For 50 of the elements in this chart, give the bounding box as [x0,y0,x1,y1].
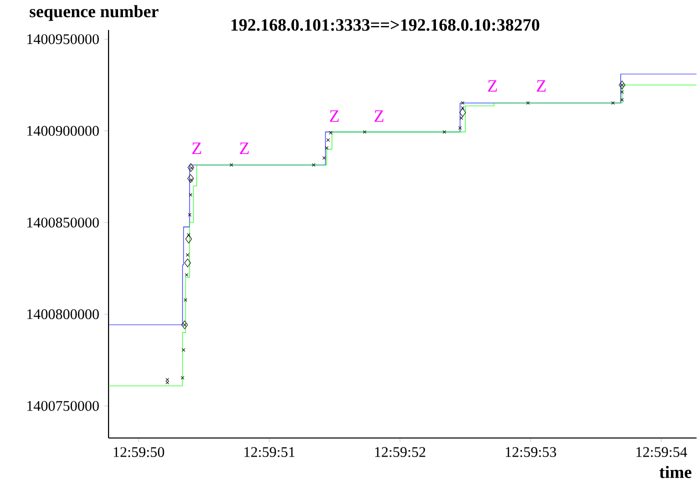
point [188,213,192,217]
annotation: Z [536,80,546,92]
point [166,380,170,384]
point [185,234,192,244]
x-tick-label: 12:59:54 [636,447,688,458]
y-tick-label: 1400750000 [27,400,99,411]
point [312,163,316,167]
point [460,101,464,105]
point [326,138,330,142]
point [188,163,194,172]
y-axis-title: sequence number [30,5,158,21]
y-tick-label: 1400950000 [27,34,99,44]
point [611,101,615,105]
x-axis-title: time [659,466,692,478]
point [230,163,234,167]
point [166,378,170,382]
point [362,130,366,134]
annotation: Z [330,110,339,122]
point [189,178,193,182]
chart-title: 192.168.0.101:3333==>192.168.0.10:38270 [231,19,540,31]
annotation: Z [240,142,249,154]
x-tick-label: 12:59:53 [506,447,556,458]
point [180,376,184,380]
point [187,174,194,183]
annotation: Z [374,110,384,122]
point [460,116,464,120]
annotation: Z [488,80,497,92]
y-tick-label: 1400850000 [27,218,99,228]
y-tick-label: 1400800000 [27,309,99,320]
point [324,146,329,150]
point [458,126,462,130]
point [620,98,624,102]
point [186,253,190,257]
x-tick-label: 12:59:50 [114,447,164,458]
point [328,131,332,135]
y-tick-label: 1400900000 [27,126,99,136]
x-tick-label: 12:59:52 [375,447,426,458]
point [184,258,191,268]
point [184,298,188,302]
point [442,130,446,134]
point [459,108,466,117]
x-tick-label: 12:59:51 [244,447,294,458]
point [182,348,186,352]
point [322,156,326,160]
point [181,320,188,330]
point [620,90,624,94]
point [184,273,188,277]
point [188,193,192,197]
annotation: Z [192,142,202,154]
point [182,323,186,327]
